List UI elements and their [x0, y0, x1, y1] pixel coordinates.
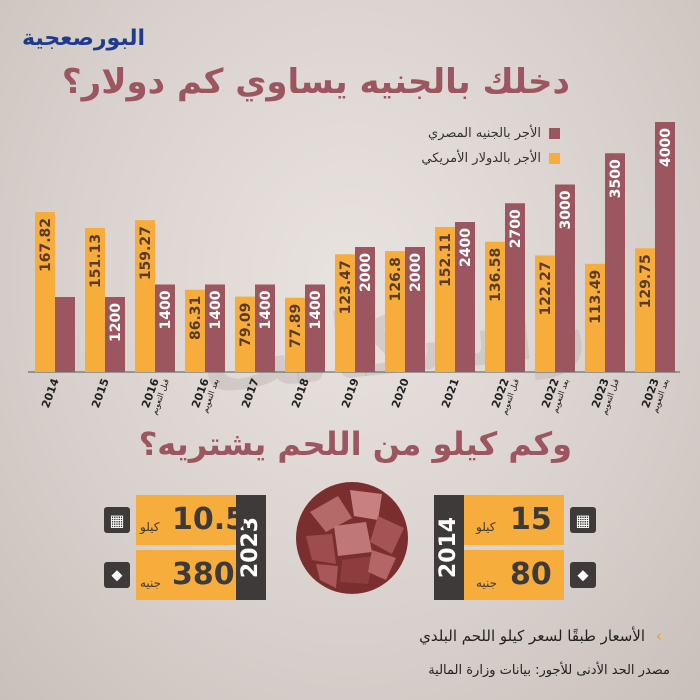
legend-swatch-usd	[549, 153, 560, 164]
year-label-2014: 2014	[436, 516, 462, 579]
bar-usd-label-12: 129.75	[638, 254, 654, 308]
bar-egp-label-10: 3000	[558, 190, 574, 229]
bar-usd-10	[535, 255, 555, 372]
bar-usd-label-4: 79.09	[238, 303, 254, 347]
price-tag-icon: ⬥	[104, 562, 130, 588]
bar-egp-0	[55, 297, 75, 372]
brand-logo: البورصعجية	[22, 26, 146, 51]
kilos-unit-2014: كيلو	[476, 520, 496, 534]
bar-usd-label-5: 77.89	[288, 304, 304, 348]
bar-egp-label-3: 1400	[208, 290, 224, 329]
x-tick-year-1: 2015	[89, 377, 112, 410]
bar-egp-label-12: 4000	[658, 128, 674, 167]
kilos-unit-2023: كيلو	[140, 520, 160, 534]
prices-note-text: الأسعار طبقًا لسعر كيلو اللحم البلدي	[419, 627, 646, 645]
bar-egp-label-5: 1400	[308, 290, 324, 329]
bar-usd-5	[285, 297, 305, 372]
legend-label-egp: الأجر بالجنيه المصري	[428, 126, 541, 141]
bar-usd-label-1: 151.13	[88, 234, 104, 288]
bar-egp-label-2: 1400	[158, 290, 174, 329]
price-unit-2023: جنيه	[140, 576, 162, 590]
bar-egp-label-9: 2700	[508, 209, 524, 248]
bar-usd-8	[435, 226, 455, 372]
bar-usd-2	[135, 220, 155, 372]
bar-usd-label-0: 167.82	[38, 218, 54, 272]
kilos-value-2014: 15	[510, 502, 552, 537]
bar-usd-label-3: 86.31	[188, 296, 204, 340]
x-tick-year-7: 2020	[389, 376, 412, 410]
bar-usd-label-7: 126.8	[388, 257, 404, 301]
x-tick-year-8: 2021	[439, 377, 462, 410]
bar-usd-label-6: 123.47	[338, 260, 354, 314]
page-title: دخلك بالجنيه يساوي كم دولار؟	[61, 62, 570, 102]
calculator-icon: ▦	[570, 507, 596, 533]
bar-egp-12	[655, 122, 675, 372]
bar-usd-9	[485, 241, 505, 372]
x-tick-year-6: 2019	[339, 377, 362, 410]
price-box-2014	[464, 550, 564, 600]
chevron-left-icon: ›	[655, 627, 662, 645]
bar-usd-label-10: 122.27	[538, 261, 554, 315]
bar-egp-label-4: 1400	[258, 290, 274, 329]
bar-usd-12	[635, 248, 655, 372]
bar-egp-10	[555, 184, 575, 372]
bar-egp-label-1: 1200	[108, 303, 124, 342]
bar-egp-6	[355, 247, 375, 372]
bar-usd-0	[35, 212, 55, 372]
bar-usd-label-2: 159.27	[138, 226, 154, 280]
bar-egp-2	[155, 284, 175, 372]
bar-egp-label-11: 3500	[608, 159, 624, 198]
x-tick-year-5: 2018	[289, 377, 312, 410]
kilos-box-2023	[136, 495, 236, 545]
bar-egp-8	[455, 222, 475, 372]
bar-chart: 167.8220141200151.1320151400159.272016قب…	[28, 122, 680, 416]
bar-usd-1	[85, 227, 105, 372]
bar-egp-label-7: 2000	[408, 253, 424, 292]
bar-usd-7	[385, 251, 405, 372]
price-value-2014: 80	[510, 557, 552, 592]
legend-item-egp: الأجر بالجنيه المصري	[428, 126, 560, 141]
bar-egp-7	[405, 247, 425, 372]
bar-egp-3	[205, 284, 225, 372]
prices-note: › الأسعار طبقًا لسعر كيلو اللحم البلدي	[419, 627, 662, 645]
bar-egp-11	[605, 153, 625, 372]
bar-egp-label-6: 2000	[358, 253, 374, 292]
price-box-2023	[136, 550, 236, 600]
price-unit-2014: جنيه	[476, 576, 498, 590]
legend-item-usd: الأجر بالدولار الأمريكي	[421, 151, 560, 166]
year-bar-2014: 2014	[434, 495, 464, 600]
x-tick-year-0: 2014	[39, 376, 62, 410]
legend-swatch-egp	[549, 128, 560, 139]
kilos-value-2023: 10.5	[172, 502, 247, 537]
meat-chunks	[296, 482, 408, 594]
price-value-2023: 380	[172, 557, 235, 592]
bar-egp-1	[105, 297, 125, 372]
bar-usd-label-11: 113.49	[588, 270, 604, 324]
price-tag-icon: ⬥	[570, 562, 596, 588]
legend-label-usd: الأجر بالدولار الأمريكي	[421, 151, 541, 166]
bar-usd-3	[185, 289, 205, 372]
kilos-box-2014	[464, 495, 564, 545]
bar-usd-6	[335, 254, 355, 372]
bar-egp-label-8: 2400	[458, 228, 474, 267]
bar-usd-4	[235, 296, 255, 372]
bar-egp-4	[255, 284, 275, 372]
bar-usd-label-8: 152.11	[438, 233, 454, 287]
calculator-icon: ▦	[104, 507, 130, 533]
bar-usd-label-9: 136.58	[488, 248, 504, 302]
bar-usd-11	[585, 263, 605, 372]
source-note: مصدر الحد الأدنى للأجور: بيانات وزارة ال…	[428, 663, 670, 678]
bar-egp-5	[305, 284, 325, 372]
section-subtitle: وكم كيلو من اللحم يشتريه؟	[138, 425, 572, 463]
bar-egp-9	[505, 203, 525, 372]
year-bar-2023: 2023	[236, 495, 266, 600]
meat-image	[296, 482, 408, 594]
x-tick-year-4: 2017	[239, 377, 262, 410]
